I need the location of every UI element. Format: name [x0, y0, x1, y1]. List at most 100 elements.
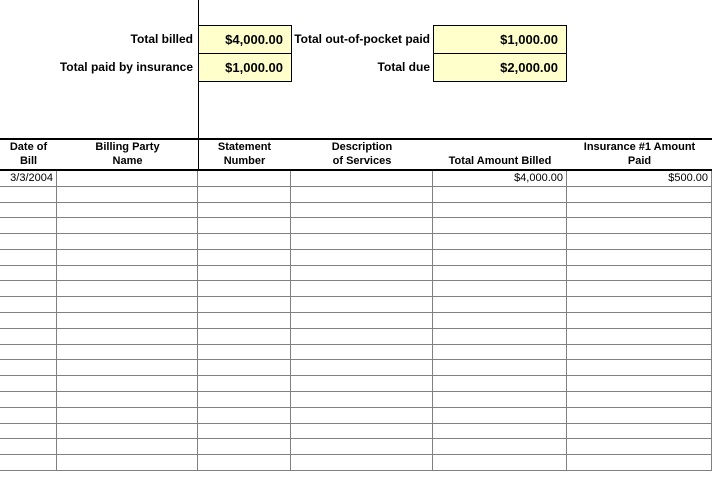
description-cell[interactable] — [291, 218, 433, 234]
insurance1-paid-cell[interactable] — [567, 265, 712, 281]
description-cell[interactable] — [291, 249, 433, 265]
total-amount-billed-cell[interactable] — [433, 186, 567, 202]
billing-party-name-cell[interactable] — [57, 281, 198, 297]
total-paid-by-insurance-cell[interactable]: $1,000.00 — [198, 53, 292, 82]
insurance1-paid-cell[interactable] — [567, 455, 712, 470]
billing-party-name-cell[interactable] — [57, 313, 198, 328]
date-of-bill-cell[interactable] — [0, 391, 57, 407]
insurance1-paid-cell[interactable] — [567, 281, 712, 297]
insurance1-paid-cell[interactable] — [567, 297, 712, 313]
date-of-bill-cell[interactable] — [0, 376, 57, 391]
date-of-bill-cell[interactable] — [0, 297, 57, 313]
billing-party-name-cell[interactable] — [57, 171, 198, 186]
date-of-bill-cell[interactable] — [0, 265, 57, 281]
billing-party-name-cell[interactable] — [57, 407, 198, 423]
date-of-bill-cell[interactable] — [0, 407, 57, 423]
date-of-bill-cell[interactable] — [0, 186, 57, 202]
statement-number-cell[interactable] — [198, 344, 291, 360]
billing-party-name-cell[interactable] — [57, 376, 198, 391]
total-amount-billed-cell[interactable] — [433, 218, 567, 234]
date-of-bill-cell[interactable] — [0, 344, 57, 360]
insurance1-paid-cell[interactable] — [567, 360, 712, 376]
insurance1-paid-cell[interactable] — [567, 423, 712, 439]
billing-party-name-cell[interactable] — [57, 297, 198, 313]
total-amount-billed-cell[interactable] — [433, 328, 567, 344]
date-of-bill-cell[interactable] — [0, 202, 57, 218]
insurance1-paid-cell[interactable] — [567, 202, 712, 218]
billing-party-name-cell[interactable] — [57, 423, 198, 439]
total-amount-billed-cell[interactable] — [433, 265, 567, 281]
total-amount-billed-cell[interactable] — [433, 297, 567, 313]
total-amount-billed-cell[interactable] — [433, 344, 567, 360]
insurance1-paid-cell[interactable] — [567, 186, 712, 202]
statement-number-cell[interactable] — [198, 234, 291, 249]
date-of-bill-cell[interactable] — [0, 313, 57, 328]
insurance1-paid-cell[interactable] — [567, 249, 712, 265]
billing-party-name-cell[interactable] — [57, 360, 198, 376]
total-amount-billed-cell[interactable] — [433, 360, 567, 376]
date-of-bill-cell[interactable] — [0, 455, 57, 470]
statement-number-cell[interactable] — [198, 218, 291, 234]
date-of-bill-cell[interactable] — [0, 234, 57, 249]
billing-party-name-cell[interactable] — [57, 455, 198, 470]
total-billed-cell[interactable]: $4,000.00 — [198, 25, 292, 54]
description-cell[interactable] — [291, 439, 433, 455]
billing-party-name-cell[interactable] — [57, 249, 198, 265]
billing-party-name-cell[interactable] — [57, 344, 198, 360]
insurance1-paid-cell[interactable]: $500.00 — [567, 171, 712, 186]
date-of-bill-cell[interactable] — [0, 218, 57, 234]
total-amount-billed-cell[interactable] — [433, 407, 567, 423]
statement-number-cell[interactable] — [198, 391, 291, 407]
statement-number-cell[interactable] — [198, 202, 291, 218]
description-cell[interactable] — [291, 360, 433, 376]
date-of-bill-cell[interactable] — [0, 360, 57, 376]
statement-number-cell[interactable] — [198, 376, 291, 391]
description-cell[interactable] — [291, 202, 433, 218]
description-cell[interactable] — [291, 344, 433, 360]
statement-number-cell[interactable] — [198, 297, 291, 313]
statement-number-cell[interactable] — [198, 455, 291, 470]
total-amount-billed-cell[interactable] — [433, 202, 567, 218]
date-of-bill-cell[interactable] — [0, 281, 57, 297]
billing-party-name-cell[interactable] — [57, 218, 198, 234]
date-of-bill-cell[interactable]: 3/3/2004 — [0, 171, 57, 186]
billing-party-name-cell[interactable] — [57, 202, 198, 218]
total-amount-billed-cell[interactable] — [433, 391, 567, 407]
total-amount-billed-cell[interactable]: $4,000.00 — [433, 171, 567, 186]
billing-party-name-cell[interactable] — [57, 186, 198, 202]
statement-number-cell[interactable] — [198, 407, 291, 423]
billing-party-name-cell[interactable] — [57, 234, 198, 249]
total-amount-billed-cell[interactable] — [433, 249, 567, 265]
description-cell[interactable] — [291, 297, 433, 313]
billing-party-name-cell[interactable] — [57, 391, 198, 407]
insurance1-paid-cell[interactable] — [567, 344, 712, 360]
description-cell[interactable] — [291, 376, 433, 391]
total-due-cell[interactable]: $2,000.00 — [433, 53, 567, 82]
statement-number-cell[interactable] — [198, 328, 291, 344]
statement-number-cell[interactable] — [198, 360, 291, 376]
insurance1-paid-cell[interactable] — [567, 439, 712, 455]
total-amount-billed-cell[interactable] — [433, 376, 567, 391]
insurance1-paid-cell[interactable] — [567, 407, 712, 423]
date-of-bill-cell[interactable] — [0, 423, 57, 439]
description-cell[interactable] — [291, 407, 433, 423]
insurance1-paid-cell[interactable] — [567, 313, 712, 328]
total-amount-billed-cell[interactable] — [433, 439, 567, 455]
insurance1-paid-cell[interactable] — [567, 328, 712, 344]
statement-number-cell[interactable] — [198, 423, 291, 439]
total-amount-billed-cell[interactable] — [433, 281, 567, 297]
description-cell[interactable] — [291, 423, 433, 439]
total-amount-billed-cell[interactable] — [433, 455, 567, 470]
description-cell[interactable] — [291, 234, 433, 249]
date-of-bill-cell[interactable] — [0, 328, 57, 344]
statement-number-cell[interactable] — [198, 171, 291, 186]
total-amount-billed-cell[interactable] — [433, 234, 567, 249]
description-cell[interactable] — [291, 455, 433, 470]
insurance1-paid-cell[interactable] — [567, 376, 712, 391]
insurance1-paid-cell[interactable] — [567, 218, 712, 234]
description-cell[interactable] — [291, 281, 433, 297]
insurance1-paid-cell[interactable] — [567, 234, 712, 249]
description-cell[interactable] — [291, 313, 433, 328]
description-cell[interactable] — [291, 265, 433, 281]
billing-party-name-cell[interactable] — [57, 439, 198, 455]
